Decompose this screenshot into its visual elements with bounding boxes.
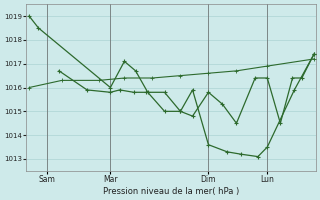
X-axis label: Pression niveau de la mer( hPa ): Pression niveau de la mer( hPa ): [103, 187, 239, 196]
